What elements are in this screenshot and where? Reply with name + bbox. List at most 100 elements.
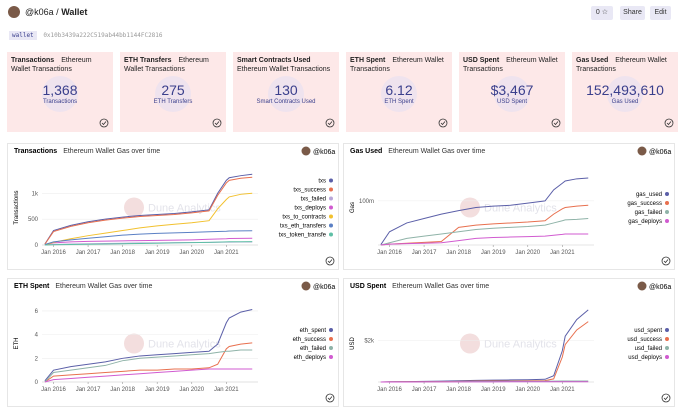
chart: Gas Used Ethereum Wallet Gas over time @k0… bbox=[350, 146, 671, 266]
x-tick-label: Jan 2021 bbox=[550, 250, 575, 256]
counter-value: 1,368 bbox=[42, 82, 78, 98]
y-axis-label: ETH bbox=[14, 338, 20, 350]
share-button[interactable]: Share bbox=[620, 6, 645, 20]
check-circle bbox=[325, 393, 335, 403]
legend-label: txs_token_transfe bbox=[279, 233, 327, 239]
x-tick-label: Jan 2019 bbox=[481, 387, 506, 393]
watermark-logo bbox=[460, 197, 480, 218]
counter-label: USD Spent bbox=[496, 99, 527, 105]
x-tick-label: Jan 2019 bbox=[481, 250, 506, 256]
watermark-logo bbox=[460, 333, 480, 354]
check-mark bbox=[327, 259, 333, 264]
chart-subtitle: Ethereum Wallet Gas over time bbox=[388, 148, 485, 155]
check-circle bbox=[325, 118, 335, 128]
chart: ETH Spent Ethereum Wallet Gas over time @k… bbox=[14, 281, 335, 403]
check-mark bbox=[327, 121, 333, 126]
avatar bbox=[8, 6, 20, 18]
legend-swatch bbox=[665, 192, 669, 196]
legend-swatch bbox=[665, 355, 669, 359]
counter-title: ETH Transfers bbox=[124, 57, 172, 64]
legend-swatch bbox=[329, 187, 333, 192]
counter-value: 152,493,610 bbox=[586, 82, 664, 98]
star-count: 0 bbox=[595, 9, 600, 16]
x-tick-label: Jan 2017 bbox=[76, 250, 101, 256]
x-tick-label: Jan 2016 bbox=[41, 250, 66, 256]
legend-label: usd_deploys bbox=[628, 355, 662, 361]
counter-label: ETH Transfers bbox=[153, 99, 193, 105]
check-svg bbox=[664, 118, 674, 128]
author-avatar bbox=[637, 281, 647, 291]
counter-label: Transactions bbox=[42, 99, 78, 105]
legend-label: gas_deploys bbox=[628, 219, 662, 225]
x-tick-label: Jan 2017 bbox=[412, 387, 437, 393]
legend-swatch bbox=[329, 355, 333, 359]
check-mark bbox=[663, 259, 669, 264]
x-tick-label: Jan 2017 bbox=[412, 250, 437, 256]
legend-label: gas_failed bbox=[635, 210, 662, 216]
legend-label: txs_eth_transfers bbox=[280, 224, 326, 230]
check-svg bbox=[99, 118, 109, 128]
check-icon bbox=[325, 393, 335, 403]
legend-label: gas_success bbox=[627, 201, 662, 207]
line-series bbox=[44, 368, 253, 383]
check-circle bbox=[438, 118, 448, 128]
author-avatar bbox=[301, 281, 311, 291]
watermark-logo bbox=[124, 197, 144, 218]
legend-swatch bbox=[329, 205, 333, 210]
chart-author: @k06a bbox=[313, 284, 335, 291]
counter-card: Transactions Ethereum Wallet Transaction… bbox=[7, 52, 113, 132]
x-tick-label: Jan 2018 bbox=[446, 250, 471, 256]
line-series bbox=[380, 321, 589, 383]
parameter-name: wallet bbox=[9, 31, 37, 40]
edit-button[interactable]: Edit bbox=[650, 6, 671, 20]
line-series bbox=[380, 204, 589, 246]
y-tick-label: 1k bbox=[32, 191, 39, 197]
counter-heading: USD Spent Ethereum Wallet Transactions bbox=[463, 56, 563, 74]
counter-subtitle: Ethereum Wallet Transactions bbox=[576, 57, 667, 73]
legend-swatch bbox=[329, 232, 333, 237]
legend-label: gas_used bbox=[636, 192, 662, 198]
legend-swatch bbox=[665, 201, 669, 205]
legend-label: txs_deploys bbox=[294, 206, 326, 212]
legend-swatch bbox=[329, 223, 333, 228]
check-circle bbox=[551, 118, 561, 128]
legend-swatch bbox=[665, 337, 669, 341]
x-tick-label: Jan 2016 bbox=[377, 250, 402, 256]
legend-swatch bbox=[329, 196, 333, 201]
x-tick-label: Jan 2019 bbox=[145, 250, 170, 256]
counter-label: Gas Used bbox=[611, 99, 639, 105]
line-series bbox=[44, 309, 253, 382]
x-tick-label: Jan 2020 bbox=[179, 387, 204, 393]
x-tick-label: Jan 2018 bbox=[446, 387, 471, 393]
counter-title: Gas Used bbox=[576, 57, 609, 64]
chart-subtitle: Ethereum Wallet Gas over time bbox=[55, 283, 152, 290]
line-series bbox=[44, 192, 253, 246]
counter-heading: ETH Transfers Ethereum Wallet Transactio… bbox=[124, 56, 224, 74]
chart-panel: Transactions Ethereum Wallet Gas over tim… bbox=[7, 143, 339, 270]
check-circle bbox=[325, 256, 335, 266]
y-axis-label: Transactions bbox=[14, 190, 20, 224]
breadcrumb: @k06a / Wallet bbox=[25, 7, 87, 17]
counter-bubble bbox=[494, 76, 530, 112]
separator: / bbox=[56, 7, 59, 17]
legend-label: usd_success bbox=[627, 337, 662, 343]
counter-heading: Transactions Ethereum Wallet Transaction… bbox=[11, 56, 111, 74]
owner[interactable]: @k06a bbox=[25, 7, 54, 17]
x-tick-label: Jan 2019 bbox=[145, 387, 170, 393]
counter-subtitle: Ethereum Wallet Transactions bbox=[124, 57, 209, 73]
legend-label: eth_spent bbox=[300, 328, 327, 334]
check-circle bbox=[661, 256, 671, 266]
counter-value: $3,467 bbox=[490, 82, 534, 98]
counter-value: 6.12 bbox=[385, 82, 413, 98]
check-circle bbox=[212, 118, 222, 128]
check-icon bbox=[551, 118, 561, 128]
counter-heading: Smart Contracts Used Ethereum Wallet Tra… bbox=[237, 56, 337, 74]
counter-bubble bbox=[607, 76, 643, 112]
header: @k06a / Wallet 0 ☆ Share Edit bbox=[0, 0, 680, 26]
chart-title: Gas Used bbox=[350, 148, 382, 155]
legend-label: eth_failed bbox=[300, 346, 326, 352]
parameter-value[interactable]: 0x10b3439a222C519ab44bb1144FC2816 bbox=[43, 32, 163, 39]
star-button[interactable]: 0 ☆ bbox=[591, 6, 613, 20]
check-icon bbox=[661, 256, 671, 266]
line-series bbox=[44, 237, 253, 246]
